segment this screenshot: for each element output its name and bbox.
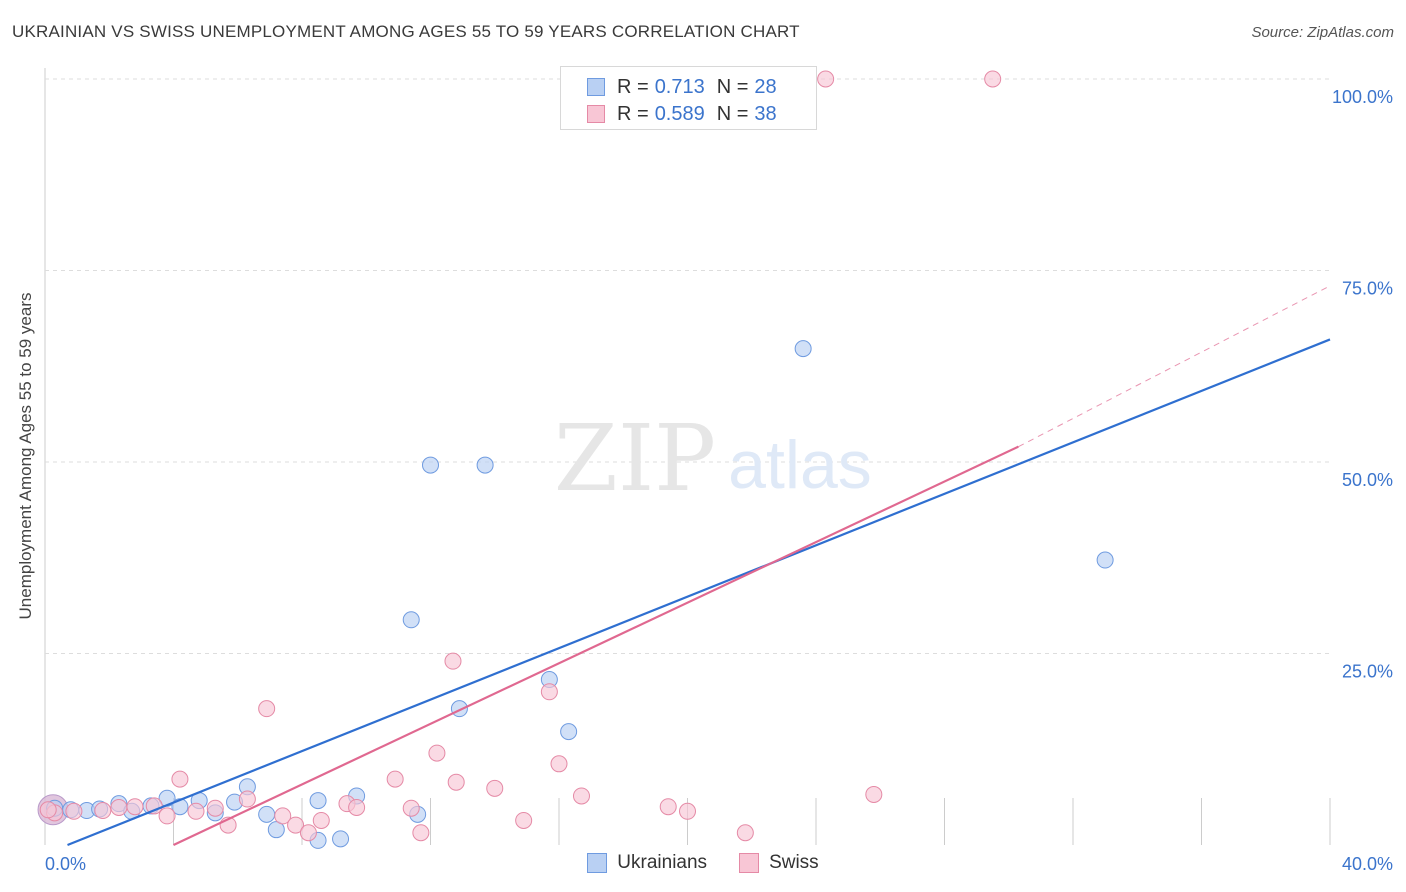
swiss-point <box>659 798 677 816</box>
legend-r-value: 0.589 <box>654 102 705 125</box>
ukrainians-point <box>258 805 276 823</box>
series-legend: Ukrainians Swiss <box>0 852 1406 874</box>
legend-item-ukrainians: Ukrainians <box>587 852 707 874</box>
data-points <box>37 70 1114 849</box>
swiss-point <box>550 755 568 773</box>
swiss-point <box>736 824 754 842</box>
ukrainians-point <box>1096 551 1114 569</box>
legend-label-ukrainians: Ukrainians <box>617 852 708 873</box>
swiss-point <box>39 801 57 819</box>
x-tick-label: 0.0% <box>45 854 86 874</box>
legend-n-value: 38 <box>754 102 777 125</box>
ukrainians-point <box>476 456 494 474</box>
legend-n-label: N = <box>716 75 749 98</box>
swiss-point <box>171 770 189 788</box>
correlation-legend: R = 0.713 N = 28 R = 0.589 N = 38 <box>560 66 817 130</box>
swiss-point <box>299 824 317 842</box>
swiss-point <box>447 773 465 791</box>
swiss-point <box>312 811 330 829</box>
swiss-point <box>402 799 420 817</box>
swiss-trend-extension <box>1018 285 1331 448</box>
legend-n-value: 28 <box>754 75 777 98</box>
ukrainians-point <box>309 792 327 810</box>
swiss-point <box>187 802 205 820</box>
swiss-point <box>679 802 696 820</box>
swiss-point <box>348 798 366 816</box>
swiss-point <box>238 790 256 808</box>
swiss-point <box>572 787 590 805</box>
y-tick-label: 50.0% <box>1342 470 1393 490</box>
legend-r-label: R = <box>617 75 649 98</box>
swiss-point <box>540 683 558 701</box>
legend-row-swiss: R = 0.589 N = 38 <box>587 102 777 126</box>
swiss-point <box>65 802 83 820</box>
x-tick-label: 40.0% <box>1342 854 1393 874</box>
ukrainians-point <box>560 723 578 741</box>
swiss-point <box>515 811 533 829</box>
swiss-point <box>258 700 276 718</box>
swiss-point <box>274 807 292 825</box>
swiss-point <box>110 798 128 816</box>
swiss-point <box>865 785 883 803</box>
swiss-trend-line <box>173 445 1019 846</box>
source-credit: Source: ZipAtlas.com <box>1251 24 1394 41</box>
y-tick-labels: 25.0% 50.0% 75.0% 100.0% <box>1332 87 1393 682</box>
x-tick-marks <box>44 798 1331 845</box>
trend-lines <box>67 285 1331 847</box>
y-tick-label: 75.0% <box>1342 279 1393 299</box>
ukrainians-point <box>422 456 439 474</box>
swiss-point <box>428 744 446 762</box>
legend-n-label: N = <box>716 102 749 125</box>
swiss-point <box>94 802 112 820</box>
swiss-point <box>486 779 504 797</box>
legend-swatch-ukrainians <box>587 853 608 873</box>
ukrainians-trend-line <box>67 338 1331 847</box>
y-axis-label: Unemployment Among Ages 55 to 59 years <box>16 292 35 620</box>
x-tick-labels: 0.0% 40.0% <box>45 854 1393 874</box>
ukrainians-point <box>267 821 285 839</box>
legend-item-swiss: Swiss <box>739 852 819 874</box>
legend-swatch-ukrainians <box>587 78 605 96</box>
watermark-zip: ZIP <box>554 405 716 512</box>
ukrainians-point <box>794 340 812 358</box>
ukrainians-point <box>402 611 420 629</box>
legend-swatch-swiss <box>587 105 605 123</box>
legend-r-value: 0.713 <box>654 75 705 98</box>
swiss-point <box>386 770 404 788</box>
legend-label-swiss: Swiss <box>769 852 819 873</box>
swiss-point <box>158 807 176 825</box>
chart-title: UKRAINIAN VS SWISS UNEMPLOYMENT AMONG AG… <box>12 22 800 41</box>
ukrainians-point <box>332 830 350 848</box>
swiss-point <box>287 816 305 834</box>
legend-r-label: R = <box>617 102 649 125</box>
swiss-point <box>444 652 462 670</box>
legend-swatch-swiss <box>739 853 760 873</box>
swiss-point <box>817 70 835 88</box>
y-tick-label: 100.0% <box>1332 87 1393 107</box>
watermark-atlas: atlas <box>728 427 872 503</box>
swiss-point <box>206 799 224 817</box>
y-tick-label: 25.0% <box>1342 662 1393 682</box>
legend-row-ukrainians: R = 0.713 N = 28 <box>587 75 777 99</box>
swiss-point <box>126 798 144 816</box>
swiss-point <box>412 824 430 842</box>
swiss-point <box>984 70 1002 88</box>
